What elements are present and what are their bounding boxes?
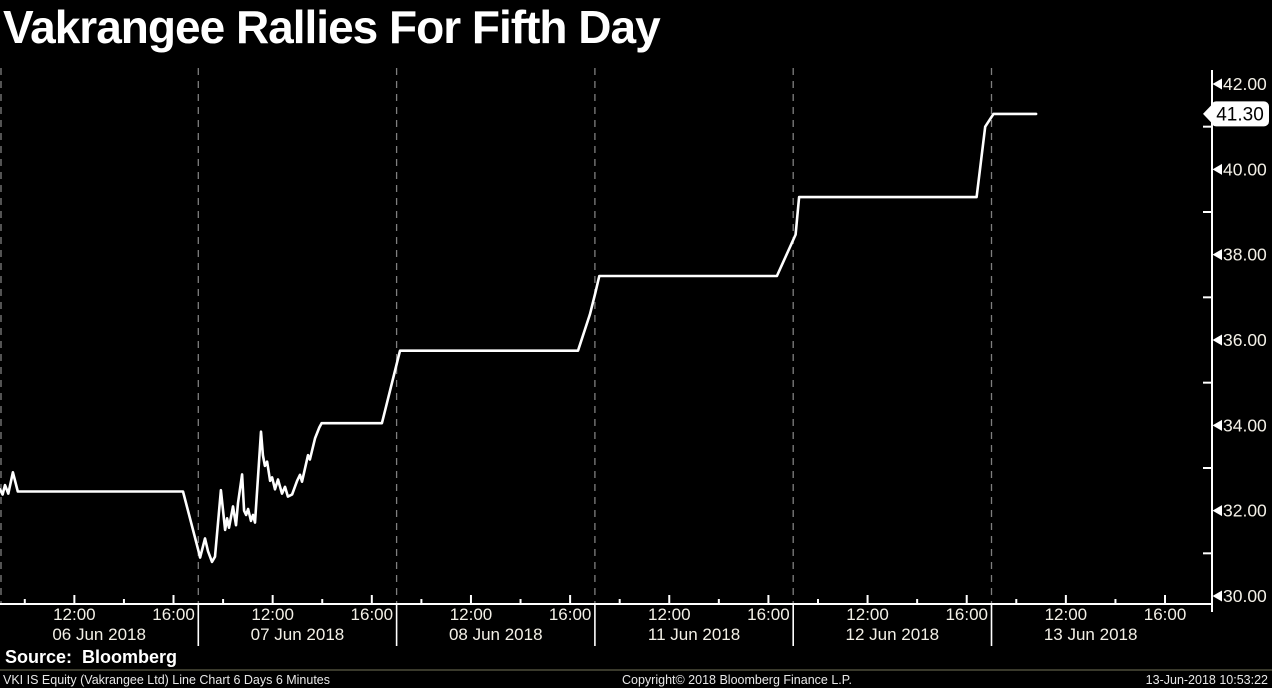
chart-title: Vakrangee Rallies For Fifth Day: [3, 1, 661, 53]
x-date-label: 07 Jun 2018: [251, 625, 345, 644]
x-time-label: 16:00: [747, 605, 790, 624]
source-value: Bloomberg: [82, 647, 178, 667]
footer-security-description: VKI IS Equity (Vakrangee Ltd) Line Chart…: [3, 673, 331, 687]
last-price-tag-label: 41.30: [1216, 104, 1264, 125]
y-tick-label: 40.00: [1223, 159, 1267, 179]
y-tick-label: 42.00: [1223, 74, 1267, 94]
footer-copyright: Copyright© 2018 Bloomberg Finance L.P.: [622, 673, 852, 687]
x-date-label: 08 Jun 2018: [449, 625, 543, 644]
x-date-label: 13 Jun 2018: [1044, 625, 1138, 644]
footer-bar: VKI IS Equity (Vakrangee Ltd) Line Chart…: [0, 672, 1272, 688]
y-tick-arrow: [1212, 163, 1222, 175]
y-tick-arrow: [1212, 249, 1222, 261]
price-line: [0, 112, 1038, 564]
source-label: Source:: [5, 647, 73, 667]
footer-divider: [0, 669, 1272, 671]
x-date-label: 06 Jun 2018: [52, 625, 146, 644]
y-tick-label: 38.00: [1223, 245, 1267, 265]
x-time-label: 16:00: [1144, 605, 1187, 624]
y-tick-label: 32.00: [1223, 501, 1267, 521]
x-date-label: 11 Jun 2018: [648, 625, 740, 644]
x-time-label: 12:00: [251, 605, 294, 624]
last-price-tag: [1211, 101, 1269, 127]
x-date-label: 12 Jun 2018: [846, 625, 940, 644]
x-time-label: 12:00: [648, 605, 691, 624]
x-time-label: 12:00: [1045, 605, 1088, 624]
y-tick-arrow: [1212, 419, 1222, 431]
y-tick-label: 34.00: [1223, 415, 1267, 435]
x-time-label: 16:00: [152, 605, 195, 624]
footer-timestamp: 13-Jun-2018 10:53:22: [1145, 673, 1268, 687]
y-tick-arrow: [1212, 505, 1222, 517]
y-tick-arrow: [1212, 334, 1222, 346]
y-tick-arrow: [1212, 590, 1222, 602]
y-tick-arrow: [1212, 78, 1222, 90]
y-tick-label: 30.00: [1223, 586, 1267, 606]
x-time-label: 12:00: [53, 605, 96, 624]
chart-plot-area[interactable]: [0, 70, 1212, 604]
x-time-label: 12:00: [846, 605, 889, 624]
x-time-label: 16:00: [351, 605, 394, 624]
x-time-label: 12:00: [450, 605, 493, 624]
source-attribution: Source: Bloomberg: [5, 647, 177, 668]
x-time-label: 16:00: [945, 605, 988, 624]
y-tick-label: 36.00: [1223, 330, 1267, 350]
x-time-label: 16:00: [549, 605, 592, 624]
